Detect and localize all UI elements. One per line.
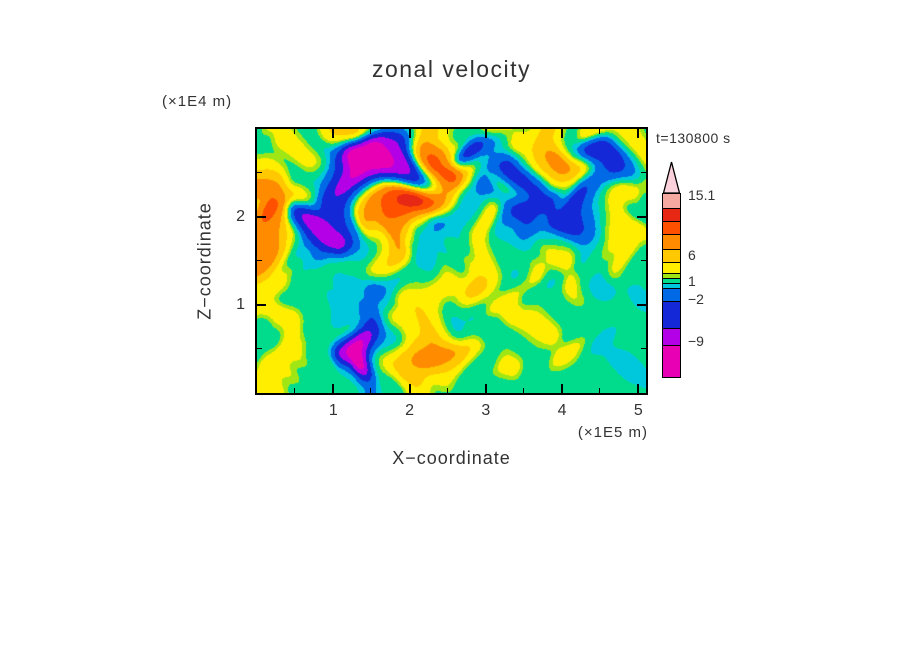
axis-tick	[561, 129, 563, 138]
axis-tick	[447, 129, 448, 134]
y-axis-units: (×1E4 m)	[162, 93, 233, 110]
colorbar-tick-label: 1	[688, 273, 696, 289]
axis-tick	[409, 129, 411, 138]
axis-tick	[637, 216, 646, 218]
axis-tick	[641, 348, 646, 349]
axis-tick	[523, 388, 524, 393]
y-tick-label: 1	[236, 296, 245, 313]
axis-tick	[370, 129, 371, 134]
x-axis-units: (×1E5 m)	[577, 424, 648, 441]
y-axis-label: Z−coordinate	[194, 202, 215, 320]
chart-title: zonal velocity	[371, 56, 532, 82]
colorbar-tick-label: −9	[688, 333, 704, 349]
x-axis-label: X−coordinate	[392, 448, 511, 468]
colorbar-tick-label: 15.1	[688, 187, 716, 203]
axis-tick	[409, 384, 411, 393]
colorbar-labels: 15.1 6 1 −2 −9	[688, 187, 748, 395]
axis-tick	[641, 260, 646, 261]
axis-tick	[257, 260, 262, 261]
colorbar-segment	[662, 345, 681, 378]
axis-tick	[637, 384, 639, 393]
axis-tick	[599, 388, 600, 393]
colorbar-segment	[662, 249, 681, 263]
heatmap-canvas	[257, 129, 646, 393]
axis-tick	[485, 129, 487, 138]
x-tick-label: 4	[557, 402, 567, 419]
axis-tick	[257, 216, 266, 218]
axis-tick	[637, 304, 646, 306]
axis-tick	[641, 172, 646, 173]
colorbar-segment	[662, 301, 681, 329]
colorbar-segment	[662, 208, 681, 222]
axis-tick	[332, 129, 334, 138]
plot-area	[255, 127, 648, 395]
axis-tick	[485, 384, 487, 393]
axis-tick	[561, 384, 563, 393]
x-tick-label: 5	[633, 402, 643, 419]
colorbar-segment	[662, 221, 681, 235]
axis-tick	[294, 129, 295, 134]
axis-tick	[332, 384, 334, 393]
axis-tick	[599, 129, 600, 134]
time-annotation: t=130800 s	[656, 130, 731, 146]
axis-tick	[523, 129, 524, 134]
y-tick-label: 2	[236, 208, 245, 225]
x-tick-label: 1	[328, 402, 338, 419]
x-tick-label: 3	[481, 402, 491, 419]
axis-tick	[294, 388, 295, 393]
colorbar-segment	[662, 288, 681, 302]
axis-tick	[370, 388, 371, 393]
colorbar-segment	[662, 234, 681, 250]
axis-tick	[257, 348, 262, 349]
colorbar	[662, 193, 681, 378]
axis-tick	[257, 172, 262, 173]
colorbar-tick-label: −2	[688, 291, 704, 307]
x-tick-label: 2	[405, 402, 414, 419]
colorbar-segment	[662, 193, 681, 209]
colorbar-segment	[662, 328, 681, 346]
axis-tick	[637, 129, 639, 138]
colorbar-tick-label: 6	[688, 247, 696, 263]
axis-tick	[257, 304, 266, 306]
axis-tick	[447, 388, 448, 393]
